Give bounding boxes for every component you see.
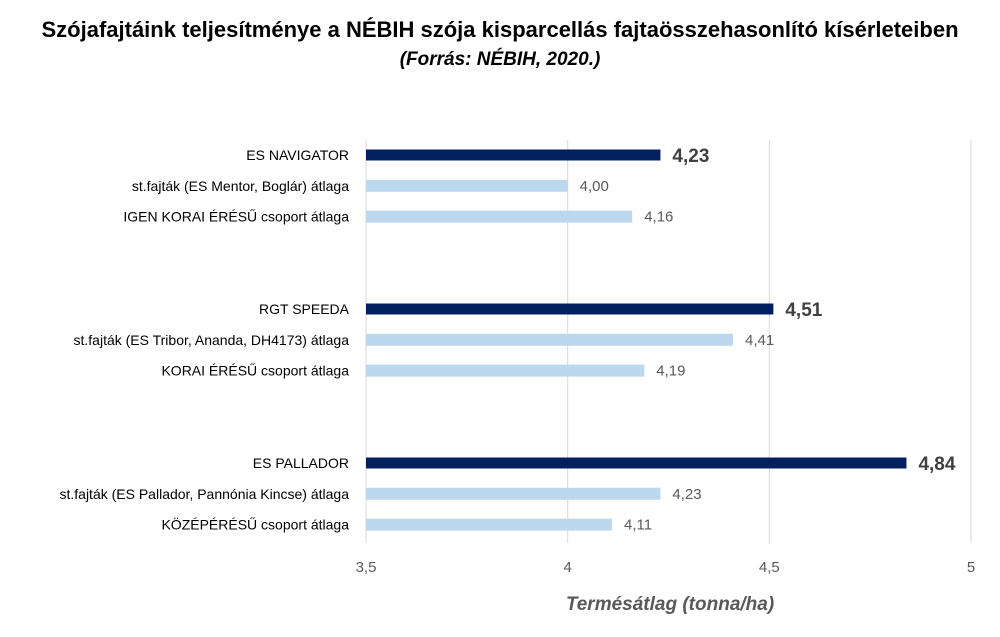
x-axis-label: Termésátlag (tonna/ha) xyxy=(566,594,774,615)
bars xyxy=(366,149,907,531)
category-labels: ES NAVIGATOR st.fajták (ES Mentor, Boglár… xyxy=(59,147,349,533)
data-label: 4,51 xyxy=(785,300,822,321)
x-tick-labels: 3,5 4 4,5 5 xyxy=(356,559,976,576)
chart-subtitle: (Forrás: NÉBIH, 2020.) xyxy=(399,49,601,70)
data-label: 4,00 xyxy=(580,178,609,195)
data-label: 4,23 xyxy=(672,146,709,167)
category-label: st.fajták (ES Tribor, Ananda, DH4173) át… xyxy=(74,332,350,348)
bar-reference xyxy=(366,210,633,223)
x-tick-label: 4 xyxy=(563,559,571,576)
bar-reference xyxy=(366,518,613,531)
data-label: 4,19 xyxy=(656,363,685,380)
data-label: 4,84 xyxy=(918,454,955,475)
chart-title: Szójafajtáink teljesítménye a NÉBIH szój… xyxy=(41,17,959,42)
category-label: ES PALLADOR xyxy=(253,455,349,471)
data-label: 4,16 xyxy=(644,209,673,226)
value-labels: 4,23 4,00 4,16 4,51 4,41 4,19 4,84 4,23 4,11 xyxy=(580,146,956,534)
bar-highlight xyxy=(366,149,661,161)
category-label: RGT SPEEDA xyxy=(259,301,350,317)
bar-highlight xyxy=(366,457,907,469)
bar-reference xyxy=(366,487,661,500)
category-label: ES NAVIGATOR xyxy=(246,147,349,163)
data-label: 4,11 xyxy=(624,517,652,534)
data-label: 4,41 xyxy=(745,332,774,349)
bar-highlight xyxy=(366,303,774,315)
category-label: KORAI ÉRÉSŰ csoport átlaga xyxy=(161,363,349,379)
category-label: IGEN KORAI ÉRÉSŰ csoport átlaga xyxy=(123,209,349,225)
chart-title-block: Szójafajtáink teljesítménye a NÉBIH szój… xyxy=(0,14,1000,75)
bar-reference xyxy=(366,179,568,192)
category-label: KÖZÉPÉRÉSŰ csoport átlaga xyxy=(161,516,349,533)
x-tick-label: 3,5 xyxy=(356,559,377,576)
category-label: st.fajták (ES Mentor, Boglár) átlaga xyxy=(132,178,349,194)
bar-reference xyxy=(366,333,734,346)
category-label: st.fajták (ES Pallador, Pannónia Kincse)… xyxy=(59,486,349,502)
bar-reference xyxy=(366,364,645,377)
data-label: 4,23 xyxy=(672,486,701,503)
x-tick-label: 4,5 xyxy=(759,559,780,576)
x-tick-label: 5 xyxy=(967,559,975,576)
